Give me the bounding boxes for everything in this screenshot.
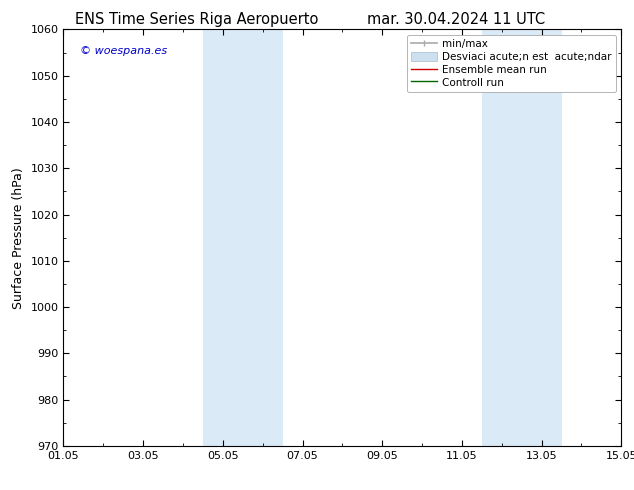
Text: ENS Time Series Riga Aeropuerto: ENS Time Series Riga Aeropuerto (75, 12, 318, 27)
Bar (203, 29, 243, 446)
Legend: min/max, Desviaci acute;n est  acute;ndar, Ensemble mean run, Controll run: min/max, Desviaci acute;n est acute;ndar… (407, 35, 616, 92)
Y-axis label: Surface Pressure (hPa): Surface Pressure (hPa) (12, 167, 25, 309)
Bar (482, 29, 522, 446)
Text: mar. 30.04.2024 11 UTC: mar. 30.04.2024 11 UTC (368, 12, 545, 27)
Bar (522, 29, 562, 446)
Bar (243, 29, 283, 446)
Text: © woespana.es: © woespana.es (80, 46, 167, 56)
